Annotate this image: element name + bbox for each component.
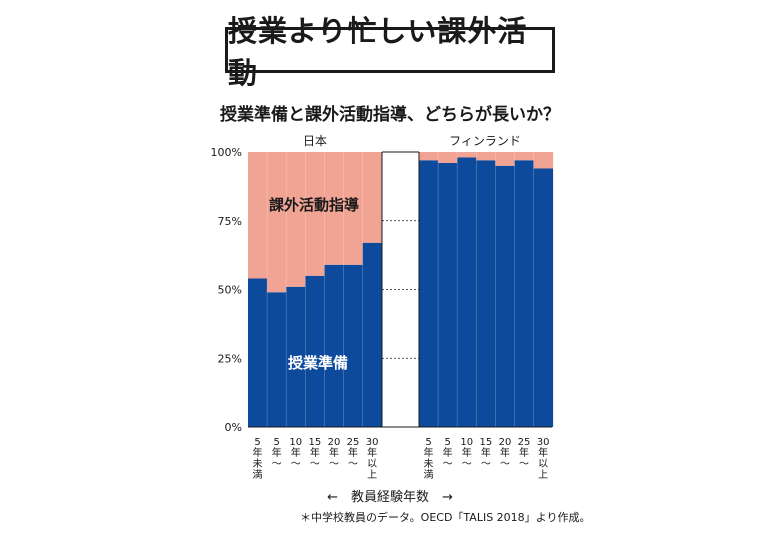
x-tick-label: 上 xyxy=(538,469,548,481)
bar-extra-1-4 xyxy=(495,152,515,166)
x-tick-label: 25 xyxy=(518,437,531,448)
series-label-extracurricular: 課外活動指導 xyxy=(269,196,359,214)
x-tick-label: 15 xyxy=(308,437,321,448)
bar-prep-0-4 xyxy=(324,264,344,427)
x-tick-label: 年 xyxy=(462,446,472,459)
x-tick-label: 5 xyxy=(273,437,279,448)
x-tick-label: 10 xyxy=(460,437,473,448)
x-tick-label: 以 xyxy=(367,459,377,470)
x-tick-label: 年 xyxy=(519,446,529,459)
source-note: ＊中学校教員のデータ。OECD「TALIS 2018」より作成。 xyxy=(300,511,591,524)
bar-extra-1-1 xyxy=(438,152,458,163)
bar-prep-0-2 xyxy=(286,286,306,427)
bar-extra-0-1 xyxy=(267,152,287,293)
x-tick-label: 15 xyxy=(479,437,492,448)
chart-title: 授業準備と課外活動指導、どちらが長いか？ xyxy=(220,105,560,125)
x-tick-label: 5 xyxy=(254,437,260,448)
y-tick-label: 25% xyxy=(218,352,242,365)
bar-extra-1-2 xyxy=(457,152,477,158)
x-tick-label: 30 xyxy=(366,437,379,448)
bar-prep-1-5 xyxy=(514,160,534,427)
panel-label-finland: フィンランド xyxy=(449,134,521,148)
bar-prep-1-4 xyxy=(495,165,515,427)
bar-extra-0-5 xyxy=(343,152,363,265)
x-tick-label: 年 xyxy=(310,446,320,459)
bar-extra-0-2 xyxy=(286,152,306,287)
bar-prep-1-3 xyxy=(476,160,496,427)
series-label-prep: 授業準備 xyxy=(288,354,348,372)
x-tick-label: 〜 xyxy=(500,459,510,470)
y-tick-label: 50% xyxy=(218,284,242,297)
x-tick-label: 25 xyxy=(347,437,360,448)
bar-prep-1-2 xyxy=(457,157,477,427)
bar-extra-0-4 xyxy=(324,152,344,265)
bar-extra-0-3 xyxy=(305,152,325,276)
x-tick-label: 〜 xyxy=(519,459,529,470)
bar-extra-1-6 xyxy=(533,152,554,169)
bar-prep-0-0 xyxy=(248,278,268,427)
x-tick-label: 年 xyxy=(272,446,282,459)
x-tick-label: 5 xyxy=(425,437,431,448)
x-tick-label: 5 xyxy=(444,437,450,448)
x-tick-label: 満 xyxy=(253,469,263,481)
bar-extra-1-5 xyxy=(514,152,534,161)
x-tick-label: 年 xyxy=(424,446,434,459)
x-tick-label: 〜 xyxy=(310,459,320,470)
bar-prep-0-3 xyxy=(305,275,325,427)
x-tick-label: 〜 xyxy=(481,459,491,470)
x-tick-label: 上 xyxy=(367,469,377,481)
x-tick-label: 年 xyxy=(538,446,548,459)
x-tick-label: 〜 xyxy=(291,459,301,470)
bar-prep-1-1 xyxy=(438,163,458,427)
y-tick-label: 75% xyxy=(218,215,242,228)
y-tick-label: 0% xyxy=(225,421,242,434)
x-tick-label: 年 xyxy=(253,446,263,459)
x-tick-label: 〜 xyxy=(443,459,453,470)
x-tick-label: 年 xyxy=(500,446,510,459)
x-tick-label: 未 xyxy=(424,458,434,470)
x-tick-label: 20 xyxy=(499,437,512,448)
x-tick-label: 未 xyxy=(253,458,263,470)
bar-extra-0-0 xyxy=(248,152,268,279)
x-tick-label: 30 xyxy=(537,437,550,448)
x-tick-label: 〜 xyxy=(272,459,282,470)
bar-prep-1-6 xyxy=(533,168,554,427)
x-tick-label: 20 xyxy=(328,437,341,448)
bar-extra-1-3 xyxy=(476,152,496,161)
x-tick-label: 〜 xyxy=(329,459,339,470)
x-tick-label: 年 xyxy=(291,446,301,459)
bar-extra-1-0 xyxy=(419,152,439,161)
x-tick-label: 〜 xyxy=(348,459,358,470)
x-tick-label: 年 xyxy=(329,446,339,459)
bar-prep-0-6 xyxy=(362,242,383,427)
x-axis-label: ← 教員経験年数 → xyxy=(327,490,453,505)
panel-label-japan: 日本 xyxy=(302,134,327,148)
x-tick-label: 年 xyxy=(367,446,377,459)
x-tick-label: 年 xyxy=(481,446,491,459)
x-tick-label: 10 xyxy=(289,437,302,448)
bar-extra-0-6 xyxy=(362,152,383,243)
x-tick-label: 年 xyxy=(348,446,358,459)
x-tick-label: 年 xyxy=(443,446,453,459)
y-tick-label: 100% xyxy=(211,146,242,159)
x-tick-label: 満 xyxy=(424,469,434,481)
bar-prep-0-5 xyxy=(343,264,363,427)
bar-prep-0-1 xyxy=(267,292,287,427)
x-tick-label: 〜 xyxy=(462,459,472,470)
bar-prep-1-0 xyxy=(419,160,439,427)
x-tick-label: 以 xyxy=(538,459,548,470)
